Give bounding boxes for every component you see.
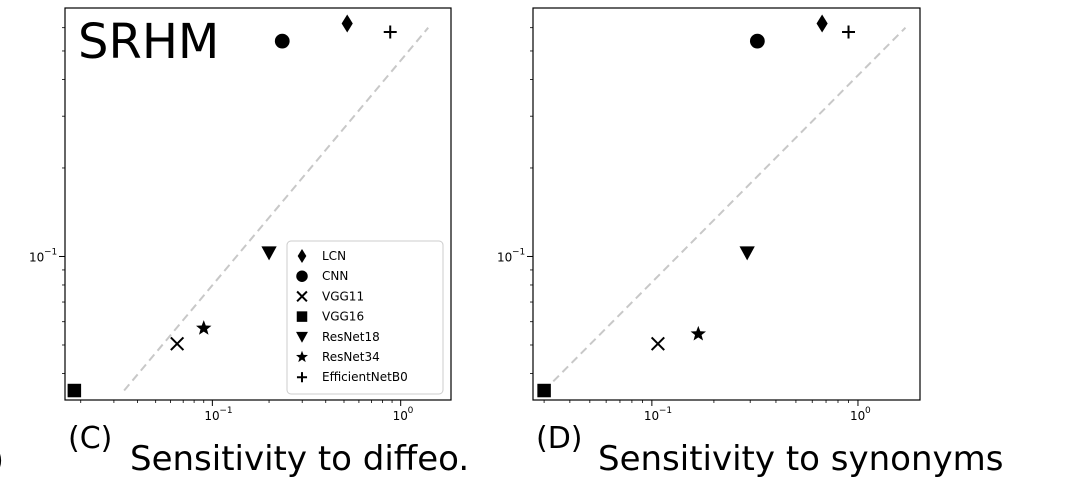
panel-d-point-lcn — [816, 14, 828, 33]
panel-c-point-resnet18 — [261, 246, 277, 261]
legend-label-cnn: CNN — [322, 269, 348, 283]
legend-marker-resnet34 — [296, 350, 308, 363]
cropped-fragment: ) — [0, 443, 4, 478]
panel-d-letter: (D) — [536, 421, 583, 456]
panel-d-point-vgg11 — [650, 336, 665, 351]
legend-marker-lcn — [297, 249, 307, 263]
panel-c-point-efficientnetb0 — [383, 25, 397, 39]
panel-d-x-tick-label: 10 — [644, 409, 659, 423]
panel-c-x-tick-exponent: 0 — [408, 406, 414, 416]
legend-marker-resnet18 — [296, 331, 308, 343]
panel-d-axes-frame — [532, 7, 921, 401]
panel-d-point-vgg16 — [537, 383, 551, 398]
panel-d-point-cnn — [749, 33, 765, 49]
panel-c-reference-line — [123, 27, 429, 392]
panel-d-x-tick-exponent: 0 — [865, 406, 871, 416]
panel-d-xlabel: Sensitivity to synonyms — [598, 439, 1003, 479]
panel-d-x-tick-label: 10 — [850, 409, 865, 423]
legend-marker-cnn — [296, 270, 308, 282]
panel-c-xlabel: Sensitivity to diffeo. — [130, 439, 469, 479]
legend-entries: LCN CNN VGG11 VGG16 ResNet18 ResNet34 Efficien… — [296, 249, 408, 384]
panel-c-point-resnet34 — [196, 320, 212, 335]
legend-marker-vgg11 — [296, 290, 308, 303]
legend-label-efficientnetb0: EfficientNetB0 — [322, 370, 408, 384]
panel-d-diagonal-dashed-line — [543, 26, 907, 392]
panel-c-title: SRHM — [78, 14, 219, 70]
panel-c-point-vgg11 — [170, 336, 185, 351]
legend-marker-efficientnetb0 — [296, 372, 308, 383]
panel-d-point-efficientnetb0 — [842, 25, 856, 39]
panel-c-y-tick-exponent: −1 — [44, 247, 57, 257]
panel-d-point-resnet34 — [690, 325, 706, 341]
panel-d-y-tick-label: 10 — [497, 250, 512, 264]
panel-c-point-lcn — [341, 14, 353, 33]
legend-marker-vgg16 — [296, 311, 308, 322]
panel-c-x-tick-label: 10 — [204, 409, 219, 423]
panel-c-points — [67, 14, 397, 398]
panel-c-y-tick-label: 10 — [29, 250, 44, 264]
legend-label-resnet18: ResNet18 — [322, 330, 380, 344]
panel-c-point-vgg16 — [67, 383, 82, 398]
panel-d-points — [537, 14, 856, 398]
panel-c-diagonal-dashed-line — [123, 27, 429, 392]
legend-label-vgg16: VGG16 — [322, 310, 364, 324]
legend: LCN CNN VGG11 VGG16 ResNet18 ResNet34 Efficien… — [286, 240, 444, 395]
panel-c-x-tick-exponent: −1 — [219, 406, 232, 416]
panel-c-letter: (C) — [68, 421, 112, 456]
panel-d-reference-line — [543, 26, 907, 392]
panel-d-y-tick-exponent: −1 — [512, 247, 525, 257]
panel-c-x-tick-label: 10 — [393, 409, 408, 423]
legend-box — [286, 240, 444, 395]
legend-label-resnet34: ResNet34 — [322, 350, 380, 364]
legend-label-vgg11: VGG11 — [322, 289, 364, 303]
panel-c-axes-frame — [64, 7, 452, 401]
panel-d-x-tick-exponent: −1 — [659, 406, 672, 416]
panel-c-point-cnn — [274, 33, 290, 49]
legend-label-lcn: LCN — [322, 249, 346, 263]
panel-d-point-resnet18 — [739, 246, 755, 261]
